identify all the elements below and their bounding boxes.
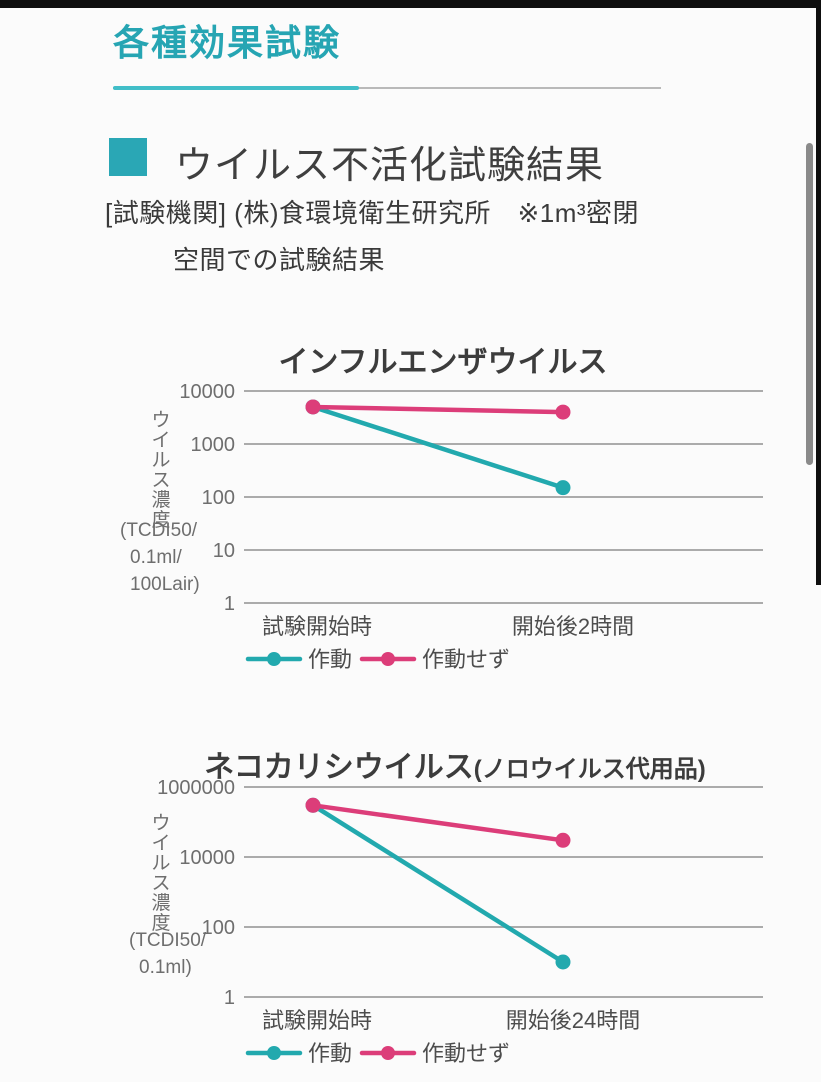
- data-point: [555, 954, 571, 970]
- page-title: 各種効果試験: [113, 22, 342, 63]
- screen-top-edge: [0, 0, 821, 8]
- y-axis-label-char: 濃: [151, 892, 170, 914]
- divider-gray-segment: [113, 87, 661, 89]
- legend-marker-icon: [381, 1046, 395, 1060]
- y-tick-label: 10000: [179, 847, 235, 869]
- square-bullet-icon: [109, 138, 147, 176]
- section-divider: [113, 86, 661, 91]
- y-tick-label: 1000: [191, 434, 236, 456]
- influenza-chart-svg: インフルエンザウイルス 10000 1000 100 10 1 ウイルス濃度(TCDI50/…: [120, 346, 763, 672]
- section-heading-row: ウイルス不活化試験結果: [109, 134, 604, 189]
- series-line: [310, 803, 566, 843]
- calicivirus-chart-svg: ネコカリシウイルス(ノロウイルス代用品)1000000 10000 100 1 ウイルス…: [129, 751, 763, 1066]
- divider-teal-segment: [113, 86, 359, 90]
- y-axis-unit-line: 0.1ml/: [130, 547, 182, 568]
- y-axis-label-char: ル: [151, 853, 170, 874]
- y-axis-label-char: ル: [151, 450, 170, 471]
- series-line: [310, 404, 566, 490]
- legend-marker-icon: [267, 652, 281, 666]
- test-institution-note-line2: 空間での試験結果: [173, 245, 386, 275]
- y-tick-label: 1: [224, 593, 235, 615]
- series-line: [310, 803, 566, 965]
- y-axis-label-char: イ: [151, 833, 170, 854]
- legend-marker-icon: [381, 652, 395, 666]
- y-tick-label: 10000: [179, 381, 235, 403]
- feline-calicivirus-chart: ネコカリシウイルス(ノロウイルス代用品) 1000000 10000 100 1 ウイルス…: [115, 729, 783, 1077]
- data-point: [555, 832, 571, 848]
- data-point: [305, 399, 321, 415]
- y-axis-unit-line: (TCDI50/: [129, 930, 207, 951]
- legend-marker-icon: [267, 1046, 281, 1060]
- y-tick-label: 100: [202, 487, 235, 509]
- influenza-virus-chart: インフルエンザウイルス 10000 1000 100 10 1 ウイルス濃度 (TCDI50/…: [115, 334, 783, 682]
- y-axis-unit-line: (TCDI50/: [120, 520, 198, 541]
- x-tick-label: 試験開始時: [262, 1008, 372, 1033]
- chart-title: インフルエンザウイルス: [278, 346, 607, 379]
- y-tick-label: 1000000: [157, 777, 235, 799]
- x-tick-label: 開始後24時間: [506, 1008, 640, 1033]
- legend-label: 作動せず: [422, 1041, 510, 1066]
- series-line: [310, 404, 566, 415]
- section-heading: ウイルス不活化試験結果: [175, 145, 605, 187]
- y-axis-unit-line: 100Lair): [130, 574, 200, 595]
- y-tick-label: 1: [224, 987, 235, 1009]
- y-tick-label: 10: [213, 540, 235, 562]
- y-axis-unit-line: 0.1ml): [139, 957, 192, 978]
- screen-right-edge: [816, 0, 821, 585]
- y-axis-label-char: ウ: [151, 813, 170, 834]
- legend-label: 作動: [308, 647, 352, 672]
- y-axis-label-char: 度: [151, 509, 170, 531]
- chart-title: ネコカリシウイルス(ノロウイルス代用品): [204, 751, 705, 784]
- data-point: [555, 480, 571, 496]
- y-axis-label-char: ス: [151, 873, 170, 894]
- y-tick-label: 100: [202, 917, 235, 939]
- legend-label: 作動せず: [422, 647, 510, 672]
- y-axis-label-char: 度: [151, 912, 170, 934]
- data-point: [305, 797, 321, 813]
- scrollbar-thumb[interactable]: [806, 143, 813, 465]
- x-tick-label: 開始後2時間: [512, 614, 634, 639]
- y-axis-label-char: イ: [151, 430, 170, 451]
- x-tick-label: 試験開始時: [262, 614, 372, 639]
- data-point: [555, 404, 571, 420]
- y-axis-label-char: ウ: [151, 410, 170, 431]
- y-axis-label-char: ス: [151, 470, 170, 491]
- test-institution-note-line1: [試験機関] (株)食環境衛生研究所 ※1m³密閉: [105, 198, 640, 228]
- y-axis-label-char: 濃: [151, 489, 170, 511]
- legend-label: 作動: [308, 1041, 352, 1066]
